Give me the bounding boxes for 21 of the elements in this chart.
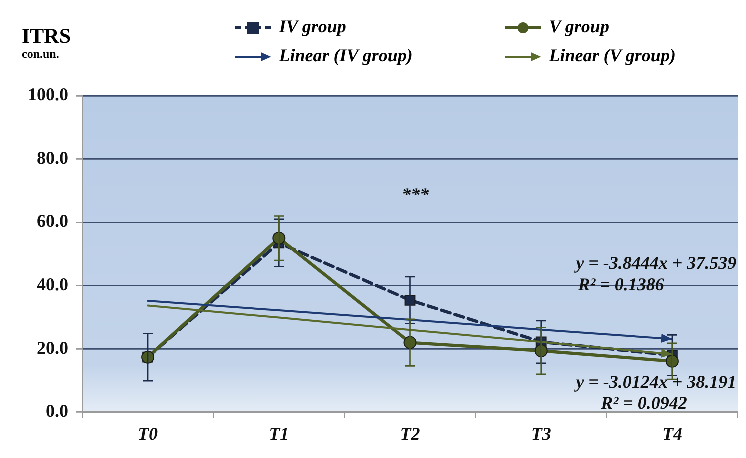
x-tick-label: T2 [400,424,420,444]
legend-label: Linear (V group) [548,46,676,66]
legend-label: V group [549,16,610,37]
y-tick-label: 80.0 [37,148,68,168]
annotation: y = -3.8444x + 37.539 [574,252,737,273]
y-tick-label: 60.0 [37,211,68,232]
point [666,354,679,368]
y-axis-title: ITRS con.un. [22,24,72,62]
x-tick-label: T1 [269,424,290,444]
x-tick-label: T4 [662,424,682,444]
legend-label: Linear (IV group) [278,46,413,66]
y-tick-label: 100.0 [28,84,68,105]
annotation: y = -3.0124x + 38.191 [574,372,737,392]
y-tick-label: 20.0 [37,338,68,358]
annotation: R² = 0.0942 [600,393,688,414]
x-tick-label: T3 [531,424,552,444]
y-tick-label: 40.0 [37,274,68,294]
x-tick-label: T0 [138,424,158,444]
y-tick-label: 0.0 [46,401,68,422]
legend-label: IV group [278,16,346,37]
annotation: *** [402,184,430,205]
